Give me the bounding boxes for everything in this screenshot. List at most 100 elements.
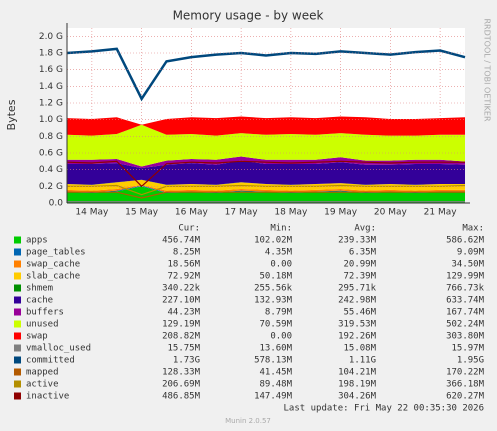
legend-value: 295.71k bbox=[338, 284, 377, 294]
legend-label: vmalloc_used bbox=[26, 344, 91, 354]
legend-value: 44.23M bbox=[167, 308, 200, 318]
legend-value: 620.27M bbox=[446, 392, 485, 402]
legend-value: 586.62M bbox=[446, 236, 485, 246]
legend-value: 147.49M bbox=[254, 392, 293, 402]
y-tick-label: 0.4 G bbox=[39, 165, 63, 175]
legend-value: 502.24M bbox=[446, 320, 485, 330]
legend-swatch bbox=[14, 260, 21, 268]
legend-value: 129.99M bbox=[446, 272, 485, 282]
legend-value: 486.85M bbox=[162, 392, 201, 402]
series-line bbox=[66, 160, 465, 188]
legend-value: 72.92M bbox=[167, 272, 200, 282]
legend-value: 132.93M bbox=[254, 296, 293, 306]
legend-value: 1.95G bbox=[457, 356, 484, 366]
legend-value: 242.98M bbox=[338, 296, 377, 306]
legend-value: 4.35M bbox=[265, 248, 293, 258]
legend-value: 34.50M bbox=[451, 260, 484, 270]
legend-swatch bbox=[14, 296, 21, 304]
series-area bbox=[67, 124, 465, 167]
x-tick-label: 17 May bbox=[225, 208, 259, 218]
series-line bbox=[66, 47, 466, 102]
legend-column-header: Max: bbox=[462, 224, 484, 234]
legend-value: 208.82M bbox=[162, 332, 201, 342]
legend-value: 50.18M bbox=[259, 272, 292, 282]
legend-value: 15.08M bbox=[343, 344, 376, 354]
legend-value: 167.74M bbox=[446, 308, 485, 318]
y-tick-label: 1.4 G bbox=[39, 82, 63, 92]
legend-value: 366.18M bbox=[446, 380, 485, 390]
side-text: RRDTOOL / TOBI OETIKER bbox=[483, 18, 492, 121]
legend-label: swap bbox=[26, 332, 48, 342]
legend-value: 9.09M bbox=[457, 248, 485, 258]
legend-value: 102.02M bbox=[254, 236, 293, 246]
legend-value: 303.80M bbox=[446, 332, 485, 342]
y-tick-label: 0.6 G bbox=[39, 149, 63, 159]
legend-value: 8.79M bbox=[265, 308, 293, 318]
legend-swatch bbox=[14, 236, 21, 244]
legend-value: 15.97M bbox=[451, 344, 484, 354]
legend-swatch bbox=[14, 344, 21, 352]
footer: Munin 2.0.57 bbox=[225, 417, 271, 425]
legend-value: 239.33M bbox=[338, 236, 377, 246]
legend-value: 255.56k bbox=[254, 284, 293, 294]
legend-swatch bbox=[14, 272, 21, 280]
legend-value: 1.11G bbox=[349, 356, 376, 366]
legend-value: 198.19M bbox=[338, 380, 377, 390]
y-tick-label: 1.0 G bbox=[39, 115, 63, 125]
series-area bbox=[67, 179, 465, 191]
legend-value: 70.59M bbox=[259, 320, 292, 330]
y-tick-label: 1.2 G bbox=[39, 99, 63, 109]
legend-value: 18.56M bbox=[167, 260, 200, 270]
x-tick-label: 14 May bbox=[75, 208, 109, 218]
chart-title: Memory usage - by week bbox=[173, 9, 324, 23]
legend-value: 319.53M bbox=[338, 320, 377, 330]
legend-swatch bbox=[14, 356, 21, 364]
legend-label: swap_cache bbox=[26, 260, 80, 270]
legend-value: 15.75M bbox=[167, 344, 200, 354]
legend-value: 1.73G bbox=[173, 356, 200, 366]
legend-label: slab_cache bbox=[26, 272, 80, 282]
legend-value: 456.74M bbox=[162, 236, 201, 246]
legend-value: 633.74M bbox=[446, 296, 485, 306]
last-update: Last update: Fri May 22 00:35:30 2026 bbox=[284, 404, 484, 414]
legend-column-header: Cur: bbox=[178, 224, 200, 234]
legend-swatch bbox=[14, 284, 21, 292]
legend-column-header: Min: bbox=[270, 224, 292, 234]
series-area bbox=[67, 186, 465, 203]
legend-label: active bbox=[26, 380, 59, 390]
x-tick-label: 15 May bbox=[125, 208, 159, 218]
legend-value: 578.13M bbox=[254, 356, 293, 366]
legend-value: 0.00 bbox=[270, 332, 292, 342]
x-tick-label: 19 May bbox=[324, 208, 358, 218]
legend-label: cache bbox=[26, 296, 53, 306]
legend-label: unused bbox=[26, 320, 59, 330]
legend-swatch bbox=[14, 368, 21, 376]
legend-label: committed bbox=[26, 356, 75, 366]
legend-value: 340.22k bbox=[162, 284, 201, 294]
y-tick-label: 0.2 G bbox=[39, 182, 63, 192]
legend-swatch bbox=[14, 320, 21, 328]
legend-value: 129.19M bbox=[162, 320, 201, 330]
y-tick-label: 1.8 G bbox=[39, 49, 63, 59]
legend-value: 8.25M bbox=[173, 248, 201, 258]
legend-value: 20.99M bbox=[343, 260, 376, 270]
y-tick-label: 0.0 bbox=[49, 199, 64, 209]
legend-value: 104.21M bbox=[338, 368, 377, 378]
y-tick-label: 2.0 G bbox=[39, 32, 63, 42]
y-axis-label: Bytes bbox=[5, 99, 18, 130]
x-tick-label: 16 May bbox=[175, 208, 209, 218]
y-tick-label: 1.6 G bbox=[39, 65, 63, 75]
legend-value: 13.60M bbox=[259, 344, 292, 354]
series-area bbox=[67, 116, 465, 136]
series-line bbox=[67, 191, 465, 199]
legend-column-header: Avg: bbox=[354, 224, 376, 234]
legend-value: 128.33M bbox=[162, 368, 201, 378]
legend-value: 41.45M bbox=[259, 368, 292, 378]
legend-swatch bbox=[14, 380, 21, 388]
legend-label: inactive bbox=[26, 392, 69, 402]
legend-value: 72.39M bbox=[343, 272, 376, 282]
legend-value: 227.10M bbox=[162, 296, 201, 306]
legend-label: apps bbox=[26, 236, 48, 246]
legend-value: 766.73k bbox=[446, 284, 485, 294]
